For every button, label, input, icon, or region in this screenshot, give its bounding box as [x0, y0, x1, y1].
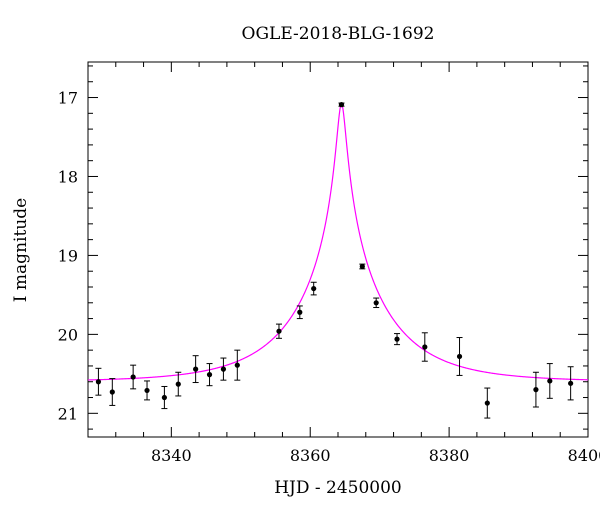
data-point — [275, 323, 282, 339]
data-point — [421, 332, 428, 362]
model-curve — [87, 103, 589, 381]
data-point — [359, 263, 366, 270]
point-marker — [568, 380, 574, 386]
data-point — [144, 380, 151, 401]
point-marker — [373, 300, 379, 306]
y-tick-label: 18 — [58, 167, 78, 186]
data-point — [456, 337, 463, 376]
data-point — [95, 367, 102, 396]
point-marker — [547, 378, 553, 384]
y-tick-label: 20 — [58, 325, 78, 344]
point-marker — [109, 389, 115, 395]
point-marker — [175, 381, 181, 387]
data-point — [310, 281, 317, 296]
y-axis-label: I magnitude — [11, 198, 31, 302]
point-marker — [297, 309, 303, 315]
point-marker — [456, 353, 463, 360]
point-marker — [484, 400, 490, 406]
y-tick-label: 21 — [58, 404, 78, 423]
data-point — [532, 371, 539, 408]
data-points — [95, 102, 574, 419]
y-tick-label: 17 — [58, 89, 78, 108]
data-point — [175, 371, 182, 397]
axis-tick-labels: 8340 8360 8380 8400 17 18 19 20 21 — [58, 89, 600, 465]
x-tick-label: 8380 — [429, 446, 470, 465]
data-point — [109, 378, 116, 406]
point-marker — [276, 328, 282, 334]
data-point — [161, 385, 168, 410]
axis-ticks — [87, 62, 589, 437]
point-marker — [130, 374, 136, 380]
data-point — [546, 363, 553, 399]
x-axis-label: HJD - 2450000 — [274, 478, 402, 498]
point-marker — [161, 394, 167, 401]
point-marker — [206, 372, 213, 378]
point-marker — [144, 387, 150, 394]
y-tick-label: 19 — [58, 246, 78, 265]
data-point — [206, 363, 213, 387]
data-point — [484, 387, 491, 419]
point-marker — [394, 336, 400, 342]
plot-frame — [87, 61, 589, 438]
point-marker — [422, 344, 428, 350]
chart-title: OGLE-2018-BLG-1692 — [242, 24, 435, 44]
data-point — [394, 333, 401, 346]
point-marker — [311, 285, 317, 292]
x-tick-label: 8400 — [568, 446, 600, 465]
data-point — [234, 349, 241, 381]
point-marker — [533, 387, 539, 393]
data-point — [373, 297, 380, 309]
point-marker — [220, 366, 227, 372]
data-point — [220, 357, 227, 381]
point-marker — [234, 362, 240, 368]
point-marker — [193, 366, 199, 372]
data-point — [296, 305, 303, 320]
x-tick-label: 8340 — [151, 446, 192, 465]
data-point — [192, 355, 199, 384]
x-tick-label: 8360 — [290, 446, 331, 465]
data-point — [567, 366, 574, 401]
point-marker — [338, 102, 345, 108]
point-marker — [359, 263, 365, 270]
data-point — [338, 102, 345, 108]
point-marker — [95, 379, 102, 385]
data-point — [130, 364, 137, 390]
